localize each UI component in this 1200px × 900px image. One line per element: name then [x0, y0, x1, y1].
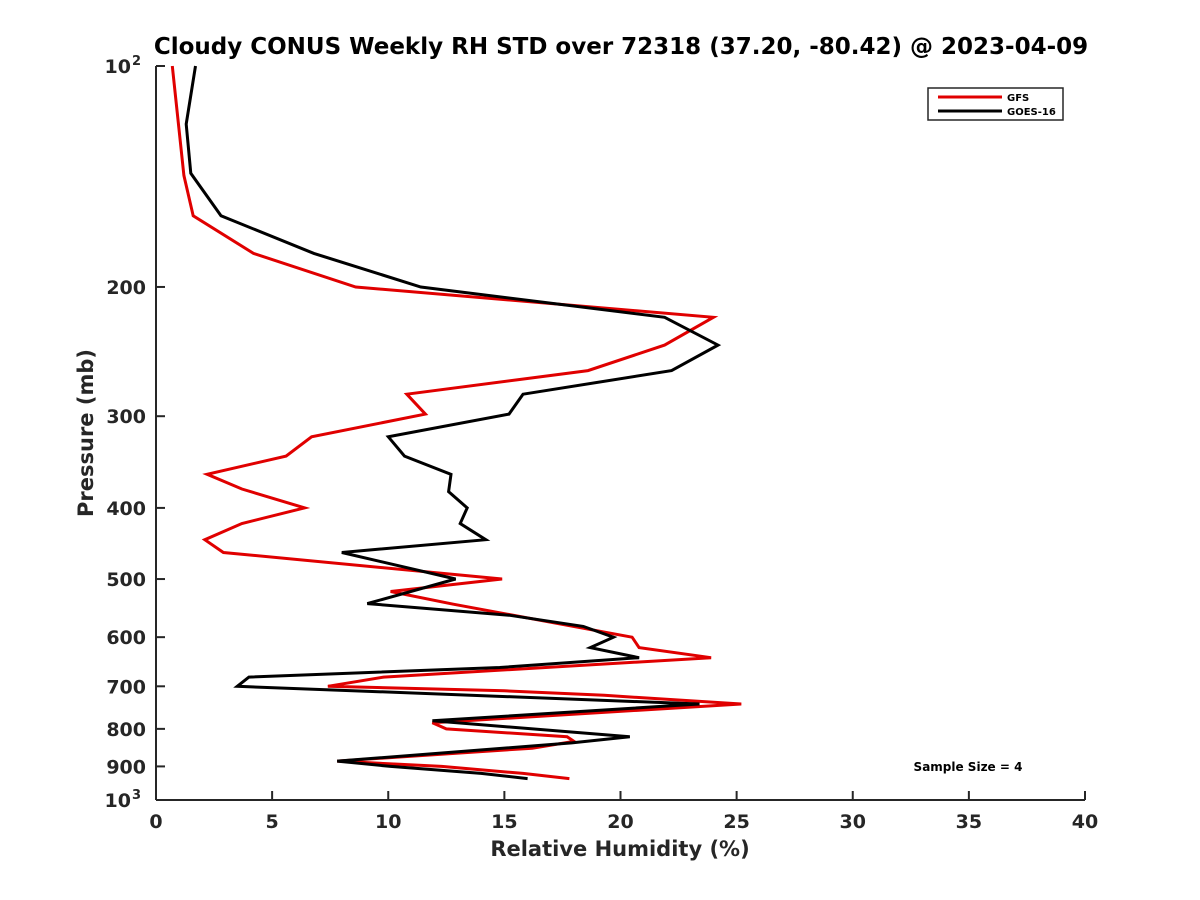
legend: GFS GOES-16 [927, 87, 1064, 121]
chart-title: Cloudy CONUS Weekly RH STD over 72318 (3… [154, 34, 1088, 60]
y-tick-label: 900 [106, 756, 146, 778]
x-tick-label: 40 [1072, 811, 1098, 833]
x-tick-label: 0 [149, 811, 162, 833]
x-tick-label: 30 [840, 811, 866, 833]
y-tick-exponent: 3 [132, 788, 141, 803]
legend-label-gfs: GFS [1007, 93, 1029, 104]
x-tick-label: 10 [375, 811, 401, 833]
x-tick-label: 25 [723, 811, 749, 833]
x-ticks: 0 5 10 15 20 25 30 35 40 [149, 791, 1098, 833]
y-tick-label: 700 [106, 676, 146, 698]
x-tick-label: 35 [956, 811, 982, 833]
y-tick-label: 200 [106, 277, 146, 299]
y-tick-exponent: 2 [132, 54, 141, 69]
legend-label-goes16: GOES-16 [1007, 107, 1056, 118]
legend-box [927, 87, 1064, 121]
sample-size-annotation: Sample Size = 4 [914, 760, 1023, 774]
series-line-gfs [170, 65, 742, 781]
series-layer [170, 65, 742, 781]
y-axis-label: Pressure (mb) [74, 349, 98, 517]
x-tick-label: 15 [491, 811, 517, 833]
y-tick-label: 10 [105, 56, 131, 78]
y-tick-label: 500 [106, 569, 146, 591]
y-tick-label: 600 [106, 627, 146, 649]
x-axis-label: Relative Humidity (%) [490, 837, 749, 861]
series-line-goes16 [184, 65, 722, 781]
x-tick-label: 20 [607, 811, 633, 833]
x-tick-label: 5 [266, 811, 279, 833]
y-tick-label: 300 [106, 406, 146, 428]
y-tick-label: 400 [106, 498, 146, 520]
y-tick-label: 10 [105, 790, 131, 812]
y-tick-label: 800 [106, 719, 146, 741]
